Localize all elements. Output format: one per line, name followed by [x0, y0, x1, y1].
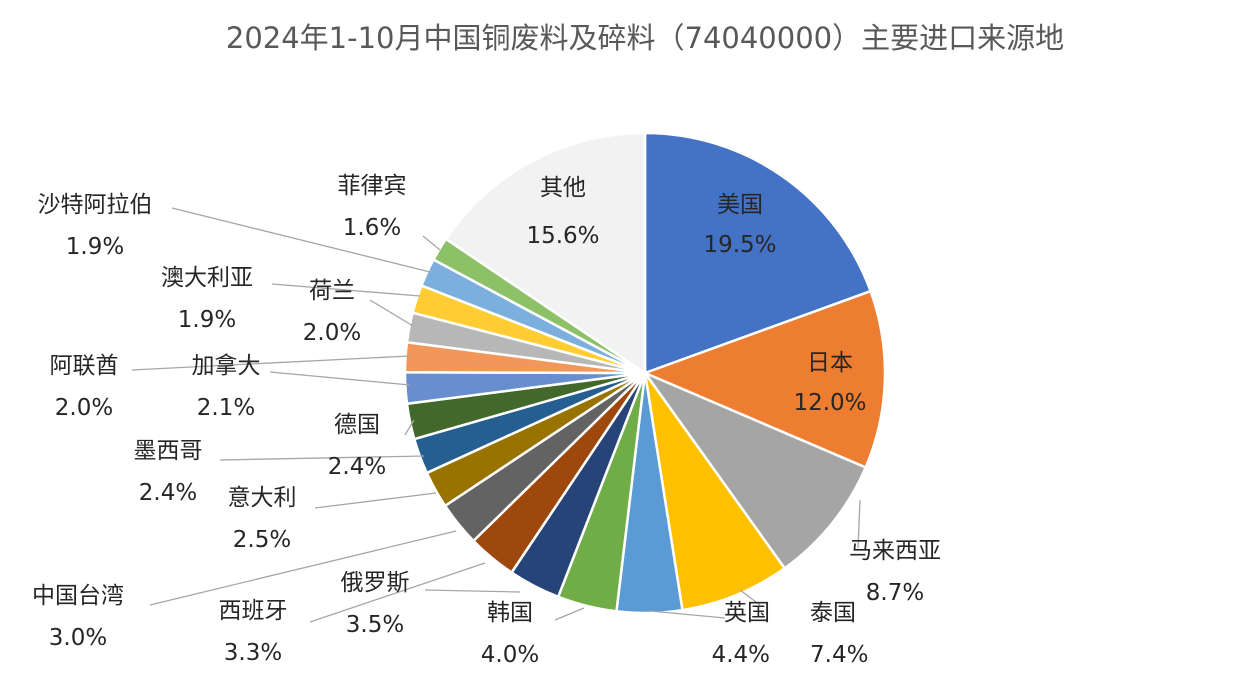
leader-line-10 [219, 455, 425, 461]
leader-line-3 [739, 589, 761, 606]
slice-value-label-16: 1.9% [66, 234, 124, 260]
slice-2 [641, 370, 868, 570]
slice-value-label-0: 19.5% [703, 232, 776, 258]
leader-line-4 [649, 610, 726, 619]
slice-18 [444, 131, 647, 376]
leader-line-2 [857, 499, 861, 549]
slice-name-label-13: 阿联酋 [50, 353, 119, 379]
slice-value-label-6: 3.5% [346, 612, 404, 638]
leader-line-6 [424, 589, 521, 593]
slice-name-label-9: 意大利 [228, 485, 297, 511]
slice-value-label-8: 3.0% [49, 625, 107, 651]
leader-lines [131, 207, 861, 623]
slice-name-label-3: 泰国 [810, 600, 856, 626]
leader-line-15 [271, 283, 421, 297]
slice-value-label-15: 1.9% [178, 307, 236, 333]
slice-name-label-1: 日本 [807, 350, 853, 376]
slice-name-label-15: 澳大利亚 [161, 265, 253, 291]
slice-1 [641, 289, 887, 470]
slice-name-label-0: 美国 [717, 192, 763, 218]
slice-name-label-16: 沙特阿拉伯 [38, 192, 153, 218]
slice-name-label-5: 韩国 [487, 600, 533, 626]
leader-line-14 [369, 299, 414, 327]
slice-value-label-10: 2.4% [139, 480, 197, 506]
slice-name-label-12: 加拿大 [192, 352, 261, 379]
slice-value-label-14: 2.0% [303, 320, 361, 346]
slice-value-label-12: 2.1% [197, 395, 255, 421]
slice-name-label-2: 马来西亚 [849, 538, 941, 564]
slice-value-label-2: 8.7% [866, 580, 924, 606]
leader-line-12 [269, 371, 411, 386]
slice-value-label-5: 4.0% [481, 642, 539, 668]
slice-value-label-3: 7.4% [810, 642, 868, 668]
leader-line-5 [554, 607, 585, 621]
pie-slices [403, 131, 887, 615]
slice-name-label-10: 墨西哥 [134, 438, 203, 464]
slice-3 [643, 372, 787, 612]
slice-name-label-18: 其他 [540, 175, 586, 201]
slice-name-label-8: 中国台湾 [32, 583, 124, 609]
leader-line-16 [171, 207, 431, 273]
slice-name-label-14: 荷兰 [309, 278, 355, 304]
slice-name-label-7: 西班牙 [219, 598, 288, 624]
slice-value-label-13: 2.0% [55, 395, 113, 421]
leader-line-8 [149, 530, 457, 606]
leader-line-7 [309, 562, 486, 623]
leader-line-13 [131, 355, 410, 371]
slice-value-label-11: 2.4% [328, 454, 386, 480]
slice-value-label-7: 3.3% [224, 640, 282, 666]
slice-value-label-1: 12.0% [793, 390, 866, 416]
slice-value-label-9: 2.5% [233, 527, 291, 553]
slice-value-label-18: 15.6% [526, 223, 599, 249]
slice-name-label-11: 德国 [334, 412, 380, 438]
leader-line-9 [314, 492, 437, 509]
slice-name-label-6: 俄罗斯 [341, 570, 410, 596]
slice-name-label-4: 英国 [724, 600, 770, 626]
slice-name-label-17: 菲律宾 [338, 173, 407, 199]
chart-title: 2024年1-10月中国铜废料及碎料（74040000）主要进口来源地 [226, 21, 1064, 55]
leader-line-17 [422, 235, 441, 251]
slice-0 [643, 131, 873, 375]
slice-labels: 美国 19.5% 日本 12.0% 马来西亚 8.7% 泰国 7.4% 英国 4.4% 韩国 4.0%… [32, 173, 941, 668]
slice-value-label-17: 1.6% [343, 215, 401, 241]
slice-value-label-4: 4.4% [712, 642, 770, 668]
leader-line-11 [404, 419, 415, 436]
